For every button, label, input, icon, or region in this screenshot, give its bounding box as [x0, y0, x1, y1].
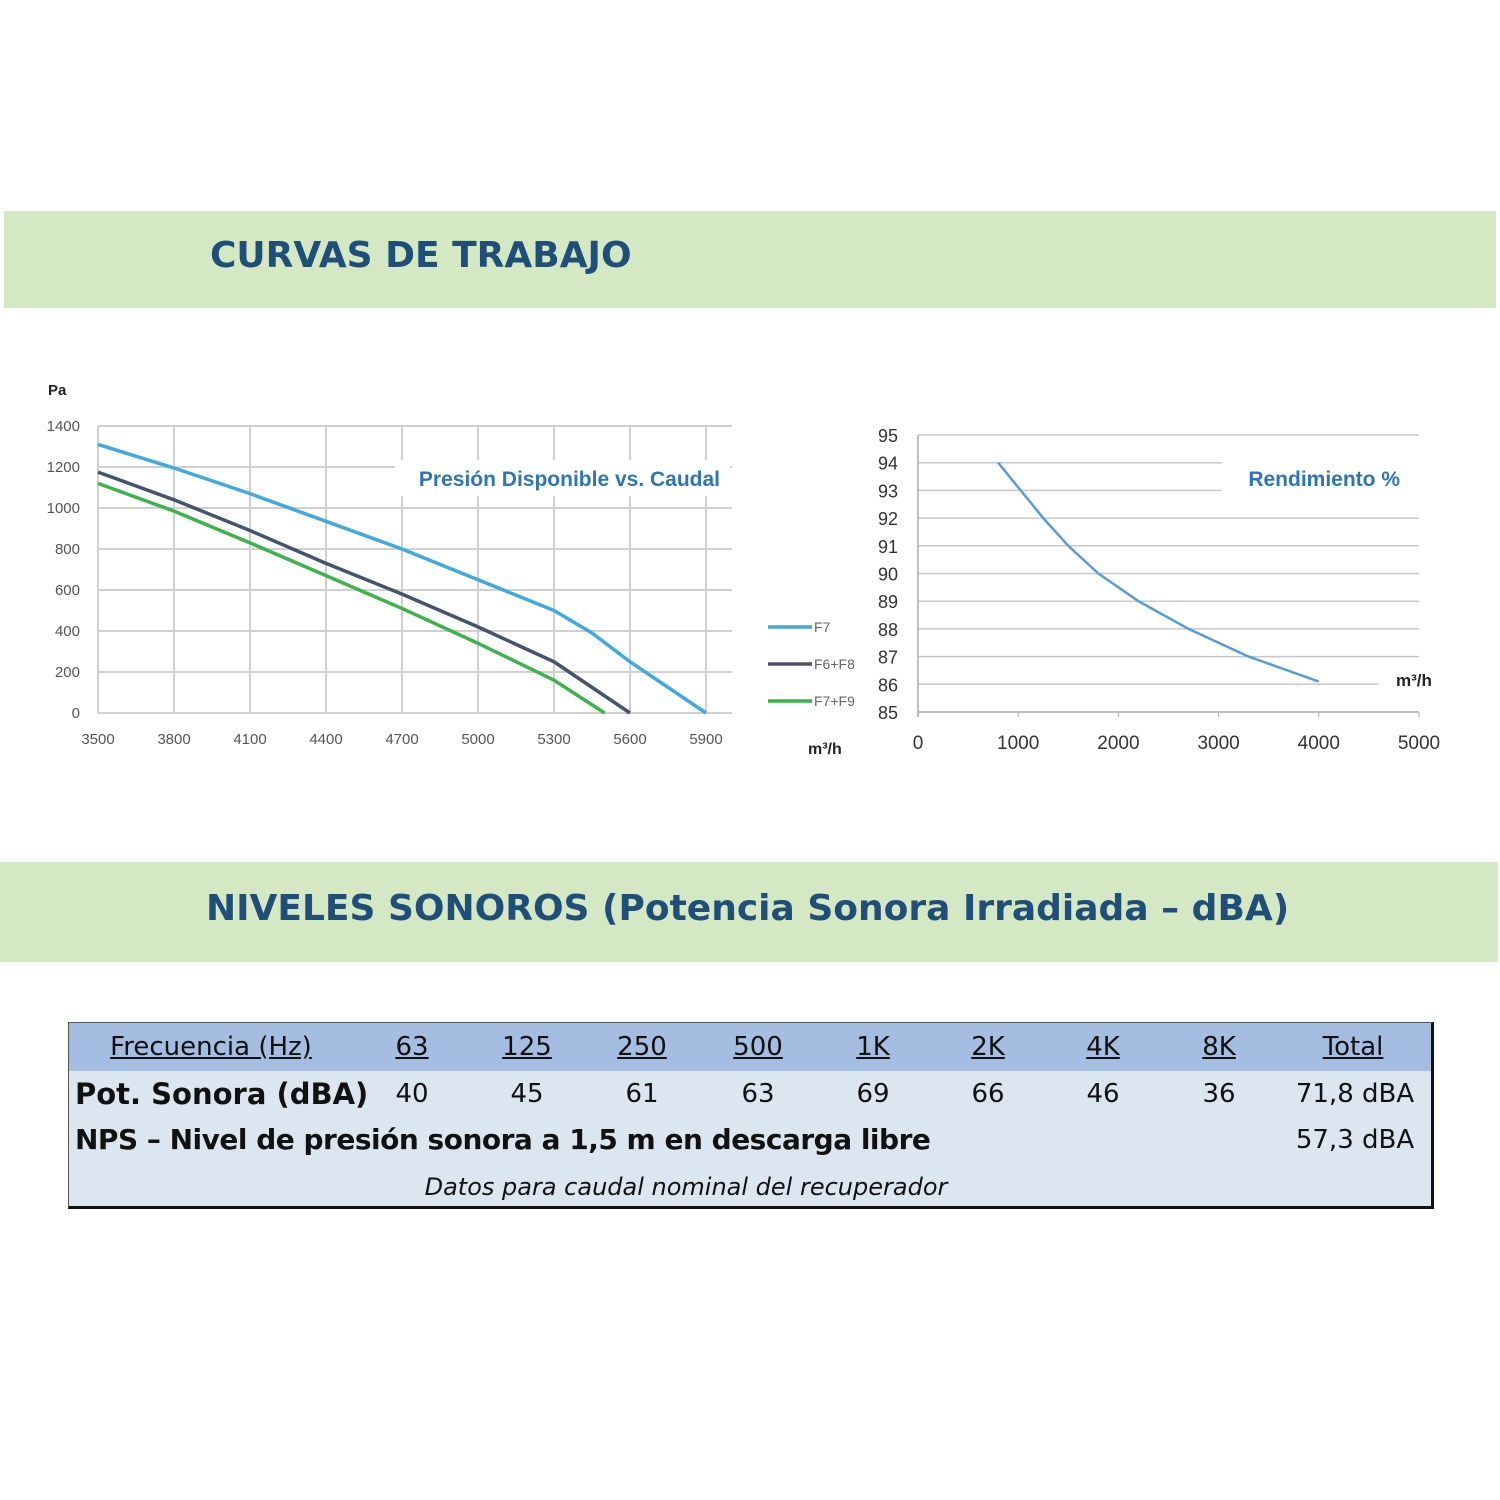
x-axis-label: m³/h	[808, 741, 842, 758]
chart-title: Rendimiento %	[1248, 468, 1400, 491]
y-tick-label: 95	[878, 426, 898, 446]
table-cell: 63	[741, 1079, 775, 1109]
section-header-curvas: CURVAS DE TRABAJO	[4, 211, 1496, 308]
table-cell: 45	[510, 1079, 544, 1109]
y-tick-label: 91	[878, 537, 898, 557]
x-tick-label: 4400	[309, 731, 342, 748]
header-cell: 63	[395, 1032, 429, 1062]
y-tick-label: 800	[55, 541, 80, 558]
series-line-F7	[97, 442, 707, 715]
table-cell: 61	[625, 1079, 659, 1109]
header-cell: 8K	[1202, 1032, 1236, 1062]
title-bg	[395, 460, 730, 496]
table-cell: 66	[971, 1079, 1005, 1109]
y-tick-label: 86	[878, 675, 898, 695]
x-tick-label: 5000	[461, 731, 494, 748]
x-tick-label: 5300	[537, 731, 570, 748]
header-cell: 4K	[1086, 1032, 1120, 1062]
x-tick-label: 4100	[233, 731, 266, 748]
x-tick-label: 5900	[689, 731, 722, 748]
section-title: NIVELES SONOROS (Potencia Sonora Irradia…	[206, 888, 1290, 929]
row-label: NPS – Nivel de presión sonora a 1,5 m en…	[75, 1123, 931, 1156]
title-bg	[1222, 458, 1422, 498]
x-tick-label: 3000	[1197, 733, 1239, 754]
x-tick-label: 3500	[81, 731, 114, 748]
table-cell: 57,3 dBA	[1295, 1125, 1415, 1155]
y-tick-label: 600	[55, 582, 80, 599]
header-cell: 250	[617, 1032, 667, 1062]
x-tick-label: 4700	[385, 731, 418, 748]
section-title: CURVAS DE TRABAJO	[210, 235, 632, 276]
chart-title: Presión Disponible vs. Caudal	[419, 468, 720, 491]
y-axis-label: Pa	[48, 382, 67, 399]
y-tick-label: 1400	[47, 418, 80, 435]
table-note: Datos para caudal nominal del recuperado…	[424, 1173, 948, 1201]
y-tick-label: 200	[55, 664, 80, 681]
table-cell: 40	[395, 1079, 429, 1109]
series-line-F7+F9	[97, 481, 606, 715]
x-tick-label: 2000	[1097, 733, 1139, 754]
x-axis-label: m³/h	[1396, 671, 1432, 690]
y-tick-label: 85	[878, 703, 898, 723]
row-label: Pot. Sonora (dBA)	[75, 1077, 369, 1111]
sound-table: Frecuencia (Hz) 63 125 250 500 1K 2K 4K …	[68, 1022, 1434, 1209]
y-tick-label: 93	[878, 481, 898, 501]
x-tick-label: 1000	[997, 733, 1039, 754]
table-cell: 71,8 dBA	[1295, 1079, 1415, 1109]
y-tick-label: 92	[878, 509, 898, 529]
x-tick-label: 5600	[613, 731, 646, 748]
table-cell: 46	[1086, 1079, 1120, 1109]
header-cell: Total	[1322, 1032, 1384, 1062]
y-tick-label: 1200	[47, 459, 80, 476]
y-tick-label: 94	[878, 454, 898, 474]
y-tick-label: 400	[55, 623, 80, 640]
y-tick-label: 1000	[47, 500, 80, 517]
x-tick-label: 5000	[1398, 733, 1440, 754]
charts: 0 200 400 600 800 1000 1200 1400 3500 3800 4100 440…	[47, 382, 1441, 758]
series-line-rendimiento	[997, 461, 1320, 683]
y-tick-label: 0	[72, 705, 80, 722]
x-tick-label: 0	[913, 733, 924, 754]
series-line-F6+F8	[97, 470, 631, 715]
y-tick-label: 90	[878, 565, 898, 585]
y-tick-label: 88	[878, 620, 898, 640]
legend-label: F7	[814, 619, 831, 635]
header-cell: 500	[733, 1032, 783, 1062]
header-cell: 2K	[971, 1032, 1005, 1062]
section-header-niveles: NIVELES SONOROS (Potencia Sonora Irradia…	[0, 862, 1498, 962]
x-tick-label: 4000	[1298, 733, 1340, 754]
y-tick-label: 89	[878, 592, 898, 612]
label-bg	[1378, 660, 1438, 700]
x-tick-label: 3800	[157, 731, 190, 748]
legend-label: F7+F9	[814, 693, 855, 709]
y-tick-label: 87	[878, 648, 898, 668]
legend-label: F6+F8	[814, 656, 855, 672]
table-cell: 69	[856, 1079, 890, 1109]
table-cell: 36	[1202, 1079, 1236, 1109]
header-cell: Frecuencia (Hz)	[110, 1032, 312, 1062]
header-cell: 1K	[856, 1032, 890, 1062]
table-header-row: Frecuencia (Hz) 63 125 250 500 1K 2K 4K …	[69, 1023, 1431, 1071]
header-cell: 125	[502, 1032, 552, 1062]
